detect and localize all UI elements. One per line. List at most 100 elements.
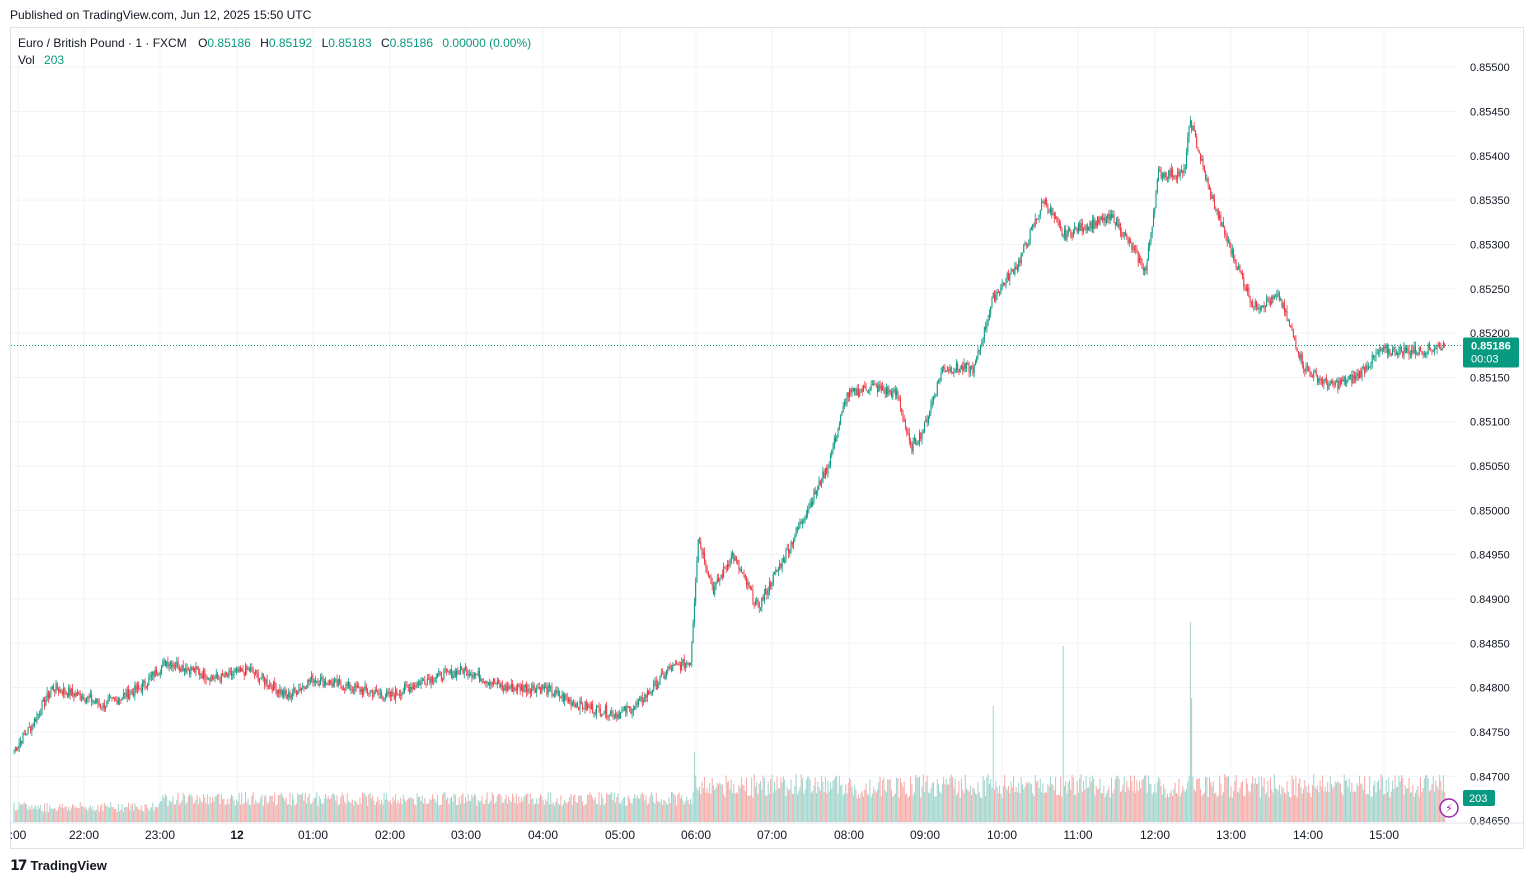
volume-bar bbox=[498, 793, 500, 822]
candle-body bbox=[1226, 236, 1228, 243]
candle-body bbox=[1308, 368, 1310, 372]
volume-bar bbox=[106, 805, 108, 822]
volume-bar bbox=[657, 800, 659, 822]
candle-body bbox=[622, 709, 624, 711]
open-label: O bbox=[198, 36, 208, 50]
volume-bar bbox=[651, 794, 653, 822]
candle-body bbox=[1103, 217, 1105, 221]
candle-body bbox=[776, 569, 778, 571]
volume-bar bbox=[1320, 786, 1322, 822]
candle-body bbox=[328, 680, 330, 686]
volume-bar bbox=[1174, 782, 1176, 822]
y-tick-label: 0.85000 bbox=[1470, 505, 1510, 517]
volume-bar bbox=[74, 807, 76, 822]
volume-bar bbox=[944, 784, 946, 822]
candle-body bbox=[687, 663, 689, 665]
volume-bar bbox=[1263, 778, 1265, 822]
candle-body bbox=[374, 689, 376, 695]
candle-body bbox=[607, 716, 609, 718]
candle-body bbox=[375, 689, 377, 691]
candle-body bbox=[1186, 152, 1188, 168]
volume-bar bbox=[1418, 796, 1420, 822]
candle-body bbox=[1124, 231, 1126, 235]
volume-bar bbox=[472, 797, 474, 822]
volume-bar bbox=[871, 793, 873, 822]
candle-body bbox=[1043, 202, 1045, 204]
candle-body bbox=[1123, 231, 1125, 237]
volume-bar bbox=[1417, 785, 1419, 822]
candle-body bbox=[620, 712, 622, 719]
volume-bar bbox=[60, 807, 62, 822]
volume-bar bbox=[400, 797, 402, 822]
volume-bar bbox=[102, 810, 104, 822]
volume-bar bbox=[1077, 792, 1079, 822]
volume-bar bbox=[1352, 792, 1354, 822]
volume-bar bbox=[1216, 796, 1218, 822]
candle-body bbox=[177, 661, 179, 669]
volume-bar bbox=[1002, 785, 1004, 822]
volume-bar bbox=[894, 793, 896, 822]
candle-body bbox=[1430, 348, 1432, 350]
symbol-title[interactable]: Euro / British Pound · 1 · FXCM bbox=[18, 36, 187, 50]
volume-bar bbox=[620, 803, 622, 822]
candle-body bbox=[222, 673, 224, 676]
time-axis: :00 22:00 23:00 12 01:00 02:00 03:00 04:00 05:00… bbox=[10, 822, 1524, 842]
tradingview-logo[interactable]: 𝟭𝟳 TradingView bbox=[10, 857, 107, 874]
candle-body bbox=[1203, 165, 1205, 171]
volume-bar bbox=[798, 791, 800, 822]
high-label: H bbox=[260, 36, 269, 50]
candle-body bbox=[706, 568, 708, 572]
volume-bar bbox=[1276, 788, 1278, 822]
x-tick-label: 01:00 bbox=[298, 828, 328, 842]
candle-body bbox=[849, 389, 851, 398]
candle-body bbox=[949, 367, 951, 372]
volume-bar bbox=[213, 801, 215, 822]
volume-bar bbox=[1245, 778, 1247, 822]
volume-bar bbox=[1442, 775, 1444, 822]
volume-bar bbox=[992, 706, 994, 822]
volume-bar bbox=[545, 798, 547, 822]
candle-body bbox=[87, 696, 89, 699]
volume-bar bbox=[1020, 777, 1022, 822]
volume-bar bbox=[1024, 786, 1026, 822]
volume-bar bbox=[257, 803, 259, 822]
candle-body bbox=[505, 684, 507, 691]
volume-bar bbox=[1005, 786, 1007, 822]
volume-bar bbox=[1103, 785, 1105, 822]
volume-bar bbox=[443, 792, 445, 822]
candle-body bbox=[938, 381, 940, 383]
candle-body bbox=[668, 666, 670, 671]
candle-body bbox=[186, 668, 188, 672]
volume-bar bbox=[46, 802, 48, 822]
candle-body bbox=[322, 677, 324, 687]
volume-bar bbox=[154, 806, 156, 822]
candle-body bbox=[1230, 247, 1232, 255]
candle-body bbox=[1392, 348, 1394, 355]
volume-bar bbox=[945, 778, 947, 822]
volume-bar bbox=[927, 792, 929, 822]
volume-bar bbox=[962, 789, 964, 822]
volume-bar bbox=[837, 793, 839, 822]
candle-body bbox=[590, 704, 592, 709]
volume-bar bbox=[228, 804, 230, 822]
candle-body bbox=[983, 326, 985, 340]
volume-bar bbox=[714, 789, 716, 822]
volume-bar bbox=[601, 793, 603, 822]
volume-bar bbox=[641, 792, 643, 822]
candle-body bbox=[1128, 239, 1130, 243]
volume-bar bbox=[91, 809, 93, 822]
volume-bar bbox=[891, 789, 893, 822]
y-tick-label: 0.85350 bbox=[1470, 195, 1510, 207]
volume-bar bbox=[748, 795, 750, 822]
candle-body bbox=[705, 562, 707, 569]
candle-body bbox=[1142, 267, 1144, 271]
candle-body bbox=[1440, 344, 1442, 351]
open-value: 0.85186 bbox=[207, 36, 251, 50]
volume-bar bbox=[191, 796, 193, 822]
volume-bar bbox=[1186, 788, 1188, 822]
candle-body bbox=[753, 602, 755, 605]
volume-bar bbox=[86, 809, 88, 822]
volume-bar bbox=[1371, 796, 1373, 822]
volume-bar bbox=[860, 793, 862, 822]
